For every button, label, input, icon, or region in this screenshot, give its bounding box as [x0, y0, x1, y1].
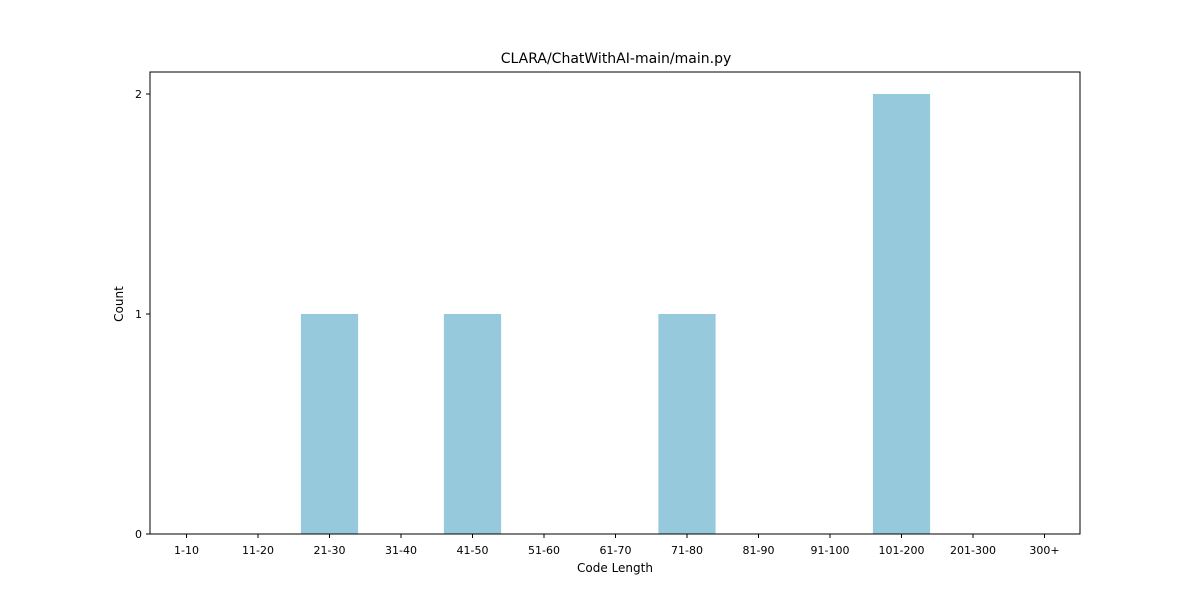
x-tick-label: 31-40 [385, 544, 417, 557]
y-tick-label: 2 [135, 88, 142, 101]
x-tick-label: 91-100 [811, 544, 850, 557]
x-tick-label: 1-10 [174, 544, 199, 557]
x-tick-label: 81-90 [743, 544, 775, 557]
bars-group [300, 94, 931, 534]
y-axis-label: Count [112, 286, 126, 322]
y-tick-label: 1 [135, 308, 142, 321]
x-tick-label: 51-60 [528, 544, 560, 557]
y-axis-ticks: 0 1 2 [135, 88, 150, 541]
bar-21-30 [300, 314, 359, 534]
x-tick-label: 41-50 [457, 544, 489, 557]
x-axis-label: Code Length [577, 561, 653, 575]
x-tick-label: 61-70 [600, 544, 632, 557]
chart-title: CLARA/ChatWithAI-main/main.py [501, 51, 732, 67]
y-tick-label: 0 [135, 528, 142, 541]
x-tick-label: 300+ [1029, 544, 1059, 557]
x-tick-label: 11-20 [242, 544, 274, 557]
bar-41-50 [443, 314, 502, 534]
x-tick-label: 71-80 [671, 544, 703, 557]
plot-frame [149, 71, 1081, 535]
x-tick-label: 101-200 [879, 544, 925, 557]
bar-101-200 [872, 94, 931, 534]
x-tick-label: 201-300 [950, 544, 996, 557]
x-axis-ticks: 1-10 11-20 21-30 31-40 41-50 51-60 61-70 71-80 8… [174, 534, 1060, 557]
bar-71-80 [658, 314, 716, 534]
x-tick-label: 21-30 [314, 544, 346, 557]
